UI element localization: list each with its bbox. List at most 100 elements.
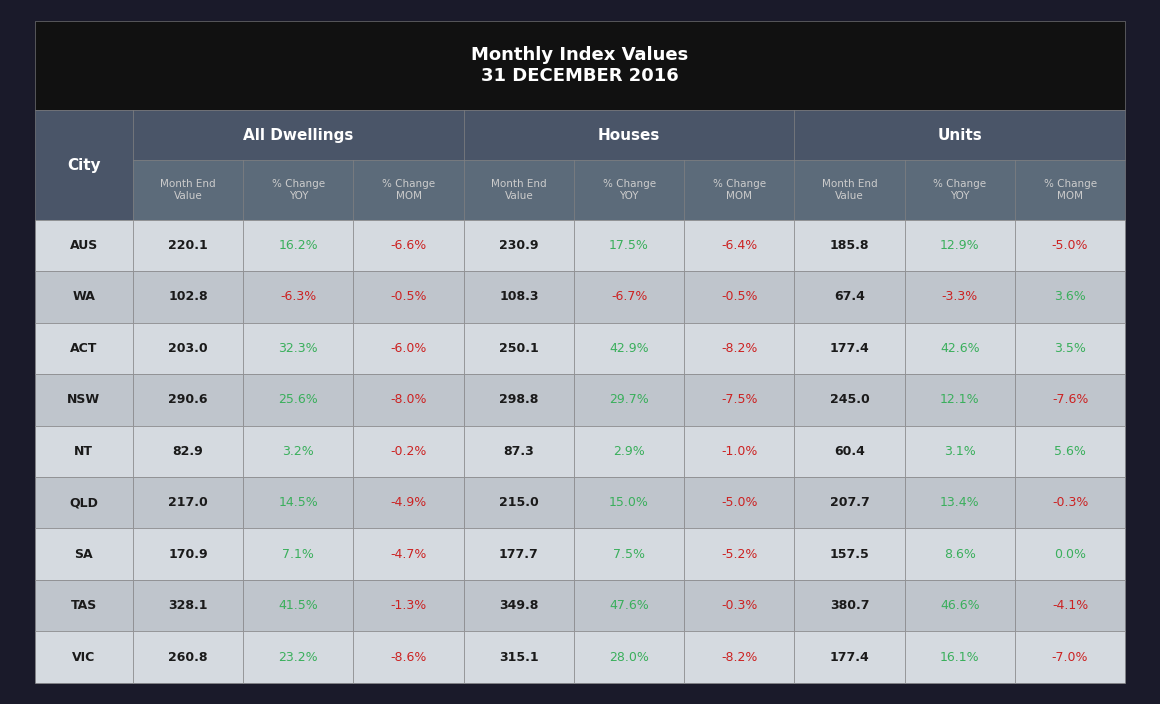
Text: -5.0%: -5.0% <box>1052 239 1088 252</box>
Text: -1.3%: -1.3% <box>391 599 427 612</box>
Bar <box>464 220 574 271</box>
Text: 349.8: 349.8 <box>499 599 538 612</box>
Bar <box>133 374 244 425</box>
Text: 7.1%: 7.1% <box>282 548 314 560</box>
Text: 28.0%: 28.0% <box>609 650 648 664</box>
Text: -8.0%: -8.0% <box>390 394 427 406</box>
Text: 42.6%: 42.6% <box>940 342 980 355</box>
Text: 23.2%: 23.2% <box>278 650 318 664</box>
Bar <box>464 529 574 580</box>
Bar <box>464 580 574 631</box>
Text: -7.5%: -7.5% <box>722 394 757 406</box>
Text: % Change
YOY: % Change YOY <box>934 179 986 201</box>
Text: AUS: AUS <box>70 239 97 252</box>
Text: 82.9: 82.9 <box>173 445 203 458</box>
Text: 32.3%: 32.3% <box>278 342 318 355</box>
Text: 60.4: 60.4 <box>834 445 865 458</box>
Bar <box>35 111 133 220</box>
Text: 108.3: 108.3 <box>499 290 538 303</box>
Text: 157.5: 157.5 <box>829 548 870 560</box>
Bar <box>905 322 1015 374</box>
Bar <box>133 477 244 529</box>
Bar <box>35 220 133 271</box>
Text: 177.7: 177.7 <box>499 548 538 560</box>
Text: -6.3%: -6.3% <box>281 290 317 303</box>
Bar <box>35 425 133 477</box>
Text: 16.1%: 16.1% <box>940 650 980 664</box>
Bar <box>244 160 354 220</box>
Bar <box>574 477 684 529</box>
Bar <box>574 529 684 580</box>
Bar <box>133 529 244 580</box>
Text: -0.5%: -0.5% <box>722 290 757 303</box>
Text: -0.3%: -0.3% <box>1052 496 1088 509</box>
Bar <box>133 631 244 683</box>
Text: 2.9%: 2.9% <box>614 445 645 458</box>
Text: -8.2%: -8.2% <box>722 342 757 355</box>
Bar <box>35 322 133 374</box>
Text: -8.2%: -8.2% <box>722 650 757 664</box>
Bar <box>574 322 684 374</box>
Text: -6.6%: -6.6% <box>391 239 427 252</box>
Bar <box>905 160 1015 220</box>
Text: 8.6%: 8.6% <box>944 548 976 560</box>
Text: % Change
YOY: % Change YOY <box>271 179 325 201</box>
Bar <box>795 322 905 374</box>
Bar <box>795 111 1125 160</box>
Bar <box>464 631 574 683</box>
Text: 290.6: 290.6 <box>168 394 208 406</box>
Bar <box>905 631 1015 683</box>
Text: 67.4: 67.4 <box>834 290 865 303</box>
Bar <box>1015 322 1125 374</box>
Bar <box>244 322 354 374</box>
Text: 14.5%: 14.5% <box>278 496 318 509</box>
Text: -6.7%: -6.7% <box>611 290 647 303</box>
Text: % Change
MOM: % Change MOM <box>712 179 766 201</box>
Bar <box>133 220 244 271</box>
Text: 102.8: 102.8 <box>168 290 208 303</box>
Text: 25.6%: 25.6% <box>278 394 318 406</box>
Bar <box>133 580 244 631</box>
Text: 17.5%: 17.5% <box>609 239 648 252</box>
Text: % Change
YOY: % Change YOY <box>602 179 655 201</box>
Text: Monthly Index Values
31 DECEMBER 2016: Monthly Index Values 31 DECEMBER 2016 <box>471 46 689 85</box>
Text: 250.1: 250.1 <box>499 342 538 355</box>
Bar <box>905 220 1015 271</box>
Bar <box>35 21 1125 111</box>
Bar <box>684 529 795 580</box>
Text: VIC: VIC <box>72 650 95 664</box>
Bar <box>684 374 795 425</box>
Bar <box>244 529 354 580</box>
Text: -7.6%: -7.6% <box>1052 394 1088 406</box>
Bar <box>684 220 795 271</box>
Text: -7.0%: -7.0% <box>1052 650 1088 664</box>
Text: -0.2%: -0.2% <box>391 445 427 458</box>
Bar <box>1015 271 1125 322</box>
Bar <box>464 425 574 477</box>
Bar <box>133 271 244 322</box>
Bar <box>133 111 464 160</box>
Bar <box>1015 580 1125 631</box>
Bar <box>574 220 684 271</box>
Text: -4.7%: -4.7% <box>391 548 427 560</box>
Bar <box>354 580 464 631</box>
Text: NSW: NSW <box>67 394 101 406</box>
Text: 220.1: 220.1 <box>168 239 208 252</box>
Bar <box>464 111 795 160</box>
Text: -0.5%: -0.5% <box>390 290 427 303</box>
Text: 217.0: 217.0 <box>168 496 208 509</box>
Bar <box>1015 374 1125 425</box>
Bar <box>795 160 905 220</box>
Bar <box>795 220 905 271</box>
Text: SA: SA <box>74 548 93 560</box>
Text: -5.0%: -5.0% <box>722 496 757 509</box>
Text: 47.6%: 47.6% <box>609 599 648 612</box>
Text: 7.5%: 7.5% <box>614 548 645 560</box>
Bar <box>905 580 1015 631</box>
Bar <box>354 374 464 425</box>
Bar <box>354 425 464 477</box>
Text: QLD: QLD <box>70 496 99 509</box>
Text: 170.9: 170.9 <box>168 548 208 560</box>
Text: 12.9%: 12.9% <box>940 239 980 252</box>
Bar <box>464 160 574 220</box>
